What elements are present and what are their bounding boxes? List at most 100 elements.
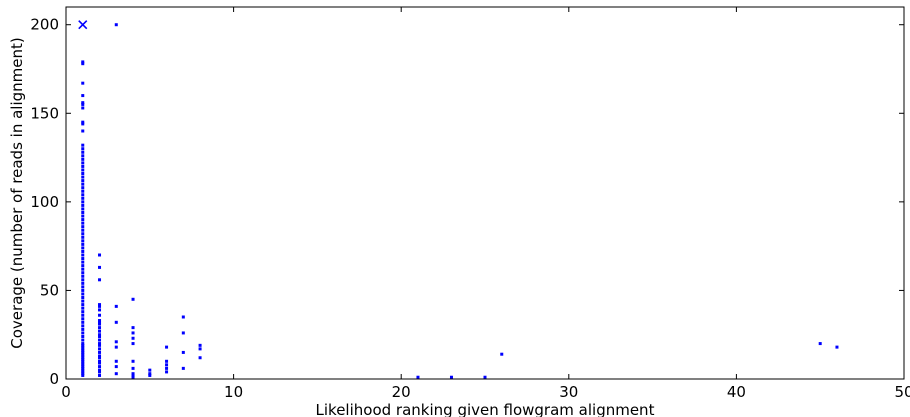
data-point xyxy=(818,342,822,346)
data-point xyxy=(98,334,102,338)
data-point xyxy=(81,350,85,354)
y-tick-label: 50 xyxy=(40,281,59,299)
data-point xyxy=(98,333,102,337)
data-point xyxy=(98,308,102,312)
data-point xyxy=(81,172,85,176)
y-tick-label: 200 xyxy=(30,16,59,34)
data-point xyxy=(98,347,102,351)
data-point xyxy=(81,354,85,358)
data-point xyxy=(81,292,85,296)
data-point xyxy=(98,326,102,330)
x-tick-label: 0 xyxy=(61,383,71,401)
data-point xyxy=(81,203,85,207)
data-point xyxy=(81,218,85,222)
data-point xyxy=(131,375,135,379)
data-point xyxy=(81,345,85,349)
data-point xyxy=(81,242,85,246)
data-point xyxy=(81,232,85,236)
data-point xyxy=(165,363,169,367)
data-point xyxy=(181,331,185,335)
data-point xyxy=(114,340,118,344)
data-point xyxy=(81,189,85,193)
x-tick-label: 30 xyxy=(559,383,578,401)
y-axis-ticks: 0 50 100 150 200 xyxy=(30,16,904,388)
data-point xyxy=(81,303,85,307)
data-point xyxy=(98,338,102,342)
data-point xyxy=(81,363,85,367)
data-point xyxy=(114,372,118,376)
data-point xyxy=(131,359,135,363)
data-point xyxy=(114,320,118,324)
data-point xyxy=(198,347,202,351)
data-point xyxy=(131,372,135,376)
data-point xyxy=(81,278,85,282)
data-point xyxy=(81,313,85,317)
data-point xyxy=(81,129,85,133)
data-point xyxy=(114,304,118,308)
data-point xyxy=(98,303,102,307)
data-point xyxy=(81,349,85,353)
data-point xyxy=(114,23,118,27)
data-point xyxy=(131,331,135,335)
data-point xyxy=(81,200,85,204)
data-point xyxy=(98,354,102,358)
data-point xyxy=(81,310,85,314)
data-point xyxy=(98,313,102,317)
data-point xyxy=(81,143,85,147)
data-point xyxy=(416,375,420,379)
data-point xyxy=(81,101,85,105)
data-point xyxy=(81,361,85,365)
data-point xyxy=(81,288,85,292)
data-point xyxy=(81,175,85,179)
data-point xyxy=(81,246,85,250)
data-point xyxy=(81,331,85,335)
data-point xyxy=(81,179,85,183)
data-point xyxy=(81,106,85,110)
data-point xyxy=(198,356,202,360)
data-point xyxy=(98,319,102,323)
data-point xyxy=(181,350,185,354)
data-point xyxy=(81,168,85,172)
data-point xyxy=(81,372,85,376)
data-point xyxy=(131,326,135,330)
data-point xyxy=(81,235,85,239)
data-point xyxy=(98,322,102,326)
data-point xyxy=(81,228,85,232)
data-point xyxy=(81,214,85,218)
data-point xyxy=(181,315,185,319)
data-point xyxy=(98,373,102,377)
data-point xyxy=(165,366,169,370)
data-point-x-marker xyxy=(78,20,88,30)
data-point xyxy=(81,62,85,66)
data-point xyxy=(131,297,135,301)
data-point xyxy=(81,264,85,268)
y-tick-label: 150 xyxy=(30,104,59,122)
data-point xyxy=(114,345,118,349)
data-point xyxy=(81,359,85,363)
data-point xyxy=(81,352,85,356)
data-point xyxy=(114,359,118,363)
data-point xyxy=(165,359,169,363)
data-point xyxy=(98,368,102,372)
data-point xyxy=(98,370,102,374)
data-point xyxy=(81,366,85,370)
data-points xyxy=(78,20,839,379)
data-point xyxy=(81,342,85,346)
data-point xyxy=(131,336,135,340)
data-point xyxy=(81,334,85,338)
data-point xyxy=(81,281,85,285)
data-point xyxy=(98,329,102,333)
data-point xyxy=(81,343,85,347)
data-point xyxy=(81,120,85,124)
data-point xyxy=(81,347,85,351)
data-point xyxy=(81,338,85,342)
data-point xyxy=(449,375,453,379)
data-point xyxy=(81,182,85,186)
data-point xyxy=(81,257,85,261)
data-point xyxy=(181,366,185,370)
data-point xyxy=(198,343,202,347)
data-point xyxy=(98,350,102,354)
data-point xyxy=(81,317,85,321)
data-point xyxy=(131,373,135,377)
data-point xyxy=(835,345,839,349)
